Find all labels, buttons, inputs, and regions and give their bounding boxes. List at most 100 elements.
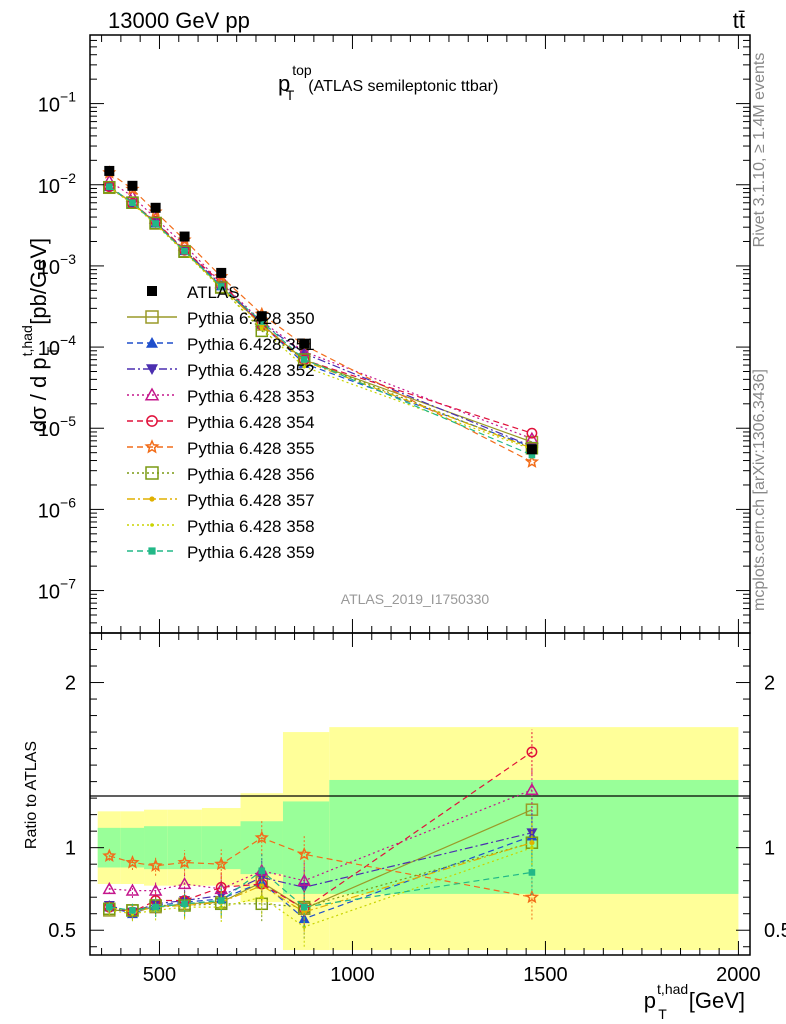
y-tick-label-base: 10 [38,338,60,360]
ratio-series-marker [214,856,229,871]
ratio-series-marker [526,746,538,758]
x-tick-label: 1000 [330,964,375,986]
x-tick-label: 500 [143,964,176,986]
ratio-y-axis-title: Ratio to ATLAS [23,741,40,849]
series-marker-shape [526,427,538,439]
ratio-frame [89,632,751,956]
ratio-series-marker [524,889,540,904]
legend-marker-shape [144,439,160,454]
ratio-series-marker [530,845,534,850]
legend-entry-9: Pythia 6.428 358 [127,517,315,536]
legend-marker [149,496,155,502]
y-tick-label-exp: −7 [60,576,76,592]
series-marker [528,451,536,459]
y-tick-label-base: 10 [38,95,60,117]
ratio-series-marker-shape [148,883,163,896]
series-5 [103,181,538,439]
x-axis-title-sup: t,had [657,981,688,997]
series-marker [129,199,136,206]
x-axis-title: pt,had T [GeV] [644,981,745,1022]
ratio-series-marker [105,903,113,911]
ratio-series-line [109,837,533,898]
ratio-series-marker-shape [259,895,264,900]
y-tick-label-base: 10 [38,582,60,604]
series-4 [102,174,539,444]
legend-label: Pythia 6.428 351 [187,335,315,354]
ratio-series-marker [254,830,269,844]
ratio-series-marker [148,858,163,872]
ratio-series-marker-shape [301,909,307,915]
ratio-series-marker-shape [525,782,539,796]
series-marker [103,180,116,194]
atlas-data-point [216,267,227,278]
ratio-series-marker-shape [105,903,113,911]
y-axis-title-sub: T [44,346,60,355]
ratio-series-marker-shape [177,855,192,869]
ratio-series-marker-shape [297,873,311,886]
ratio-series-marker [529,840,535,846]
plot-title: ptop T (ATLAS semileptonic ttbar) [278,62,498,103]
atlas-data-point-shape [299,338,310,349]
ratio-series-marker-shape [102,848,117,862]
legend-marker-shape [150,523,154,527]
ratio-series-marker [301,909,307,915]
legend-marker-shape [146,364,158,375]
series-line [108,185,533,447]
atlas-data-point [127,180,138,191]
series-marker [302,364,307,369]
legend-marker [145,466,159,480]
y-axis-title-unit: [pb/GeV] [26,238,51,325]
series-marker [214,281,228,294]
legend: ATLAS Pythia 6.428 350 Pythia 6.428 351 Pyt… [127,283,315,562]
ratio-series-marker-shape [297,846,312,861]
series-marker [258,318,266,325]
legend-marker [144,387,160,401]
ratio-series-marker [525,803,539,816]
y-tick-label-base: 10 [38,176,60,198]
series-marker [178,245,191,258]
ratio-series-marker-shape [300,903,308,911]
legend-label: Pythia 6.428 355 [187,439,315,458]
legend-entry-5: Pythia 6.428 354 [127,413,315,432]
series-marker [297,353,311,366]
ratio-series-marker-shape [524,889,540,904]
ratio-series-marker-shape [529,840,535,846]
header-left: 13000 GeV pp [108,8,250,33]
series-marker [126,196,139,209]
plot-title-sup: top [292,62,312,78]
y-tick-label-exp: −2 [60,170,76,186]
legend-marker-shape [145,310,159,324]
y-tick-label-base: 10 [38,500,60,522]
ratio-x-ticks: 500 1000 1500 2000 [101,633,761,986]
ratio-series-marker [525,782,539,796]
series-10 [105,183,536,459]
plot-title-rest: (ATLAS semileptonic ttbar) [308,78,498,95]
main-panel: 10−710−610−510−410−310−210−1 [38,34,751,634]
atlas-data-point [256,311,267,322]
ratio-y-tick-label: 1 [65,838,76,860]
x-axis-title-main: p [644,988,656,1013]
ratio-series-marker-shape [102,881,117,895]
legend-entry-2: Pythia 6.428 351 [127,335,315,354]
ratio-series-marker-shape [530,845,534,850]
legend-label: Pythia 6.428 353 [187,387,315,406]
atlas-data [104,165,537,455]
series-line [108,180,533,440]
atlas-data-point [179,231,190,242]
ratio-series-marker [177,855,192,869]
x-tick-label: 1500 [523,964,568,986]
series-marker-shape [524,454,540,468]
series-marker [149,216,162,230]
ratio-series-marker [528,869,536,876]
legend-marker-shape [147,286,157,296]
y-axis-title-pre: dσ / d p [26,357,51,432]
y-tick-label-exp: −6 [60,494,76,510]
legend-label: Pythia 6.428 356 [187,465,315,484]
legend-marker-shape [146,415,158,427]
legend-entry-atlas: ATLAS [147,283,240,302]
series-marker-shape [178,245,191,258]
series-marker-shape [126,196,139,209]
ratio-series-marker-shape [526,746,538,758]
header-right: tt̄ [733,8,745,33]
